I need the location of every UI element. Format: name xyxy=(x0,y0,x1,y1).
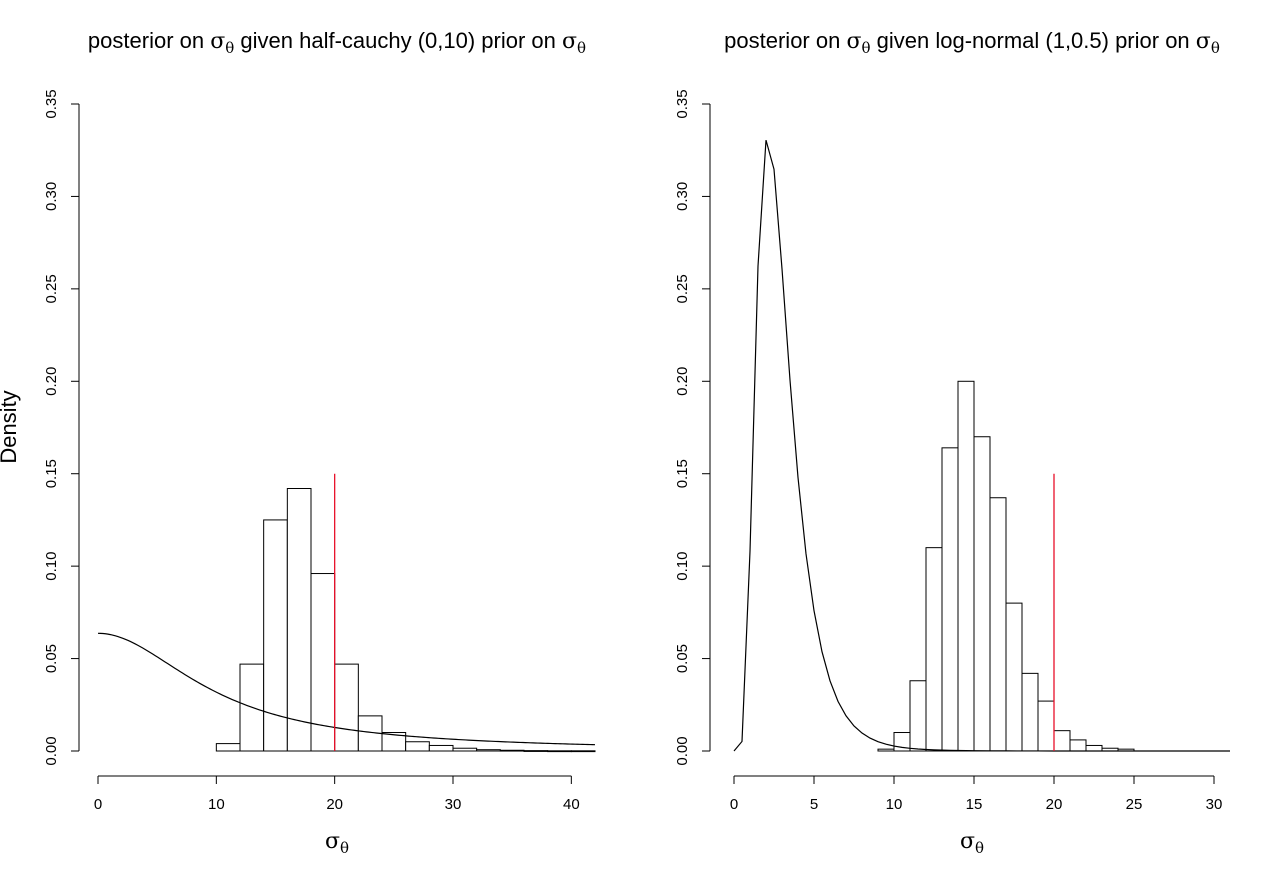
histogram-bar xyxy=(428,744,454,752)
y-tick-label: 0.00 xyxy=(674,736,691,765)
x-tick-label: 40 xyxy=(563,796,580,813)
y-tick-label: 0.05 xyxy=(43,644,60,673)
histogram-bar xyxy=(1053,730,1071,752)
y-tick-label: 0.00 xyxy=(43,736,60,765)
histogram-bar xyxy=(877,748,895,752)
histogram-bar xyxy=(476,749,501,752)
histogram-bar xyxy=(909,680,927,752)
x-tick-label: 25 xyxy=(1126,796,1143,813)
y-tick-label: 0.15 xyxy=(43,459,60,488)
histogram-bar xyxy=(1021,672,1039,752)
histogram-bar xyxy=(547,750,572,753)
histogram-bar xyxy=(1005,602,1023,752)
histogram-bar xyxy=(286,488,312,752)
y-tick-label: 0.20 xyxy=(674,367,691,396)
x-tick-label: 10 xyxy=(886,796,903,813)
histogram-bar xyxy=(1037,700,1055,752)
x-tick-label: 0 xyxy=(94,796,102,813)
histogram-bars-right xyxy=(877,380,1135,752)
y-tick-label: 0.05 xyxy=(674,644,691,673)
y-tick-label: 0.25 xyxy=(674,274,691,303)
y-tick-label: 0.25 xyxy=(43,274,60,303)
histogram-bar xyxy=(215,743,241,752)
x-tick-label: 30 xyxy=(445,796,462,813)
chart-title-right: posterior on σθ given log-normal (1,0.5)… xyxy=(724,28,1220,57)
histogram-bar xyxy=(405,741,430,752)
histogram-bar xyxy=(1085,744,1103,752)
x-axis-title-left: σθ xyxy=(325,829,349,857)
histogram-bar xyxy=(334,663,359,752)
histogram-bars-left xyxy=(215,488,596,753)
histogram-bar xyxy=(957,380,975,752)
x-axis-left: 0 10 20 30 40 xyxy=(94,775,580,813)
x-tick-label: 20 xyxy=(1046,796,1063,813)
y-tick-label: 0.20 xyxy=(43,367,60,396)
chart-title-left: posterior on σθ given half-cauchy (0,10)… xyxy=(88,28,586,57)
x-tick-label: 0 xyxy=(730,796,738,813)
x-tick-label: 20 xyxy=(326,796,343,813)
y-tick-label: 0.35 xyxy=(674,89,691,118)
histogram-bar xyxy=(925,547,943,752)
histogram-bar xyxy=(941,447,959,752)
histogram-bar xyxy=(499,749,525,752)
y-axis-title: Density xyxy=(0,390,21,463)
x-tick-label: 5 xyxy=(810,796,818,813)
histogram-bar xyxy=(263,519,288,752)
x-axis-title-right: σθ xyxy=(960,829,984,857)
x-axis-right: 0 5 10 15 20 25 30 xyxy=(730,775,1223,813)
x-tick-label: 30 xyxy=(1206,796,1223,813)
histogram-bar xyxy=(973,436,991,752)
y-axis-left: 0.00 0.05 0.10 0.15 0.20 0.25 0.30 0.35 xyxy=(43,89,80,766)
y-tick-label: 0.30 xyxy=(674,182,691,211)
prior-density-curve-left xyxy=(97,632,596,746)
histogram-bar xyxy=(523,750,549,752)
histogram-bar xyxy=(1069,739,1087,752)
histogram-bar xyxy=(570,750,596,753)
y-axis-right: 0.00 0.05 0.10 0.15 0.20 0.25 0.30 0.35 xyxy=(674,89,711,766)
y-tick-label: 0.10 xyxy=(674,552,691,581)
histogram-bar xyxy=(989,497,1007,752)
y-tick-label: 0.30 xyxy=(43,182,60,211)
y-tick-label: 0.35 xyxy=(43,89,60,118)
y-tick-label: 0.15 xyxy=(674,459,691,488)
panel-right: posterior on σθ given log-normal (1,0.5)… xyxy=(674,28,1230,857)
x-tick-label: 15 xyxy=(966,796,983,813)
panel-left: posterior on σθ given half-cauchy (0,10)… xyxy=(43,28,596,857)
y-tick-label: 0.10 xyxy=(43,552,60,581)
x-tick-label: 10 xyxy=(208,796,225,813)
prior-density-curve-right xyxy=(733,139,1230,752)
histogram-bar xyxy=(452,747,478,752)
